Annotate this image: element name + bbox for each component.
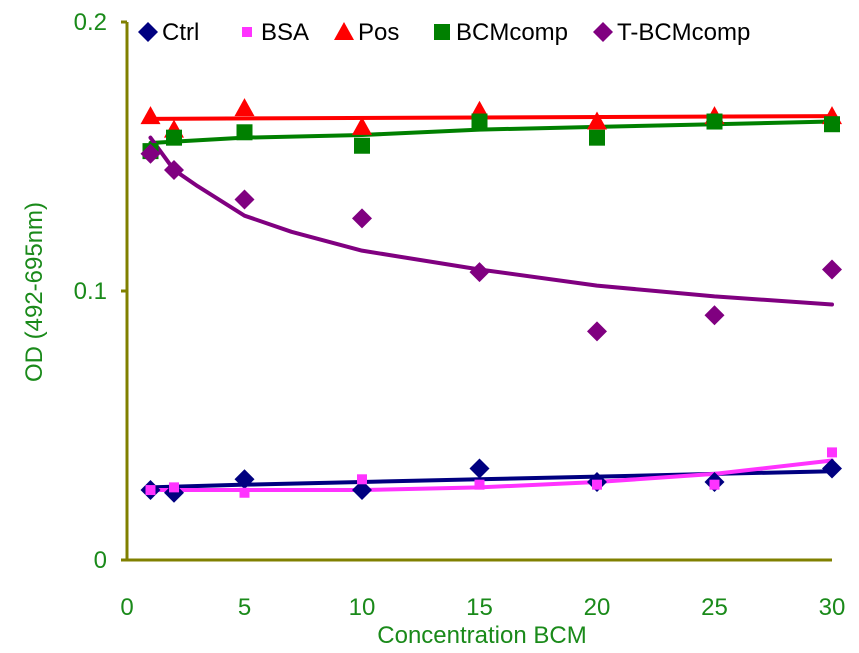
data-point-t-bcmcomp	[164, 159, 184, 180]
data-point-bsa	[827, 447, 837, 458]
data-point-t-bcmcomp	[587, 321, 607, 342]
legend-marker-pos	[334, 22, 354, 40]
legend-label-ctrl: Ctrl	[162, 19, 199, 46]
data-point-ctrl	[469, 458, 490, 479]
data-point-bcmcomp	[471, 113, 488, 130]
x-axis-label: Concentration BCM	[377, 622, 586, 649]
y-axis-label: OD (492-695nm)	[21, 202, 48, 382]
data-point-bsa	[357, 474, 367, 485]
x-tick-label: 20	[584, 594, 611, 621]
tick-labels: 0 0.1 0.2 0 5 10 15 20 25 30	[74, 9, 846, 621]
legend-label-t-bcmcomp: T-BCMcomp	[617, 19, 750, 46]
data-point-t-bcmcomp	[469, 262, 490, 283]
data-point-bsa	[474, 479, 485, 490]
y-tick-label: 0	[94, 547, 107, 574]
x-tick-label: 5	[238, 594, 251, 621]
legend-marker-bcmcomp	[434, 24, 450, 40]
data-point-ctrl	[352, 480, 372, 501]
x-tick-label: 15	[466, 594, 493, 621]
legend-marker-bsa	[242, 27, 252, 37]
data-point-bsa	[592, 479, 602, 490]
data-point-pos	[587, 111, 607, 130]
data-point-ctrl	[234, 469, 255, 490]
data-point-bcmcomp	[706, 113, 723, 130]
x-tick-label: 25	[701, 594, 728, 621]
legend-label-pos: Pos	[358, 19, 399, 46]
data-point-bcmcomp	[589, 129, 605, 146]
data-point-bcmcomp	[354, 137, 370, 154]
trend-lines	[148, 114, 834, 493]
y-tick-label: 0.2	[74, 9, 107, 36]
legend-label-bsa: BSA	[261, 19, 309, 46]
x-tick-label: 0	[120, 594, 133, 621]
trend-line-pos	[148, 114, 834, 121]
trend-line-bcmcomp	[148, 119, 834, 146]
data-point-pos	[352, 116, 372, 135]
legend-marker-t-bcmcomp	[593, 22, 613, 42]
data-point-bsa	[145, 485, 156, 496]
data-point-ctrl	[822, 458, 842, 479]
data-point-bsa	[239, 487, 250, 498]
legend: Ctrl BSA Pos BCMcomp T-BCMcomp	[138, 19, 750, 46]
data-point-bsa	[709, 479, 720, 490]
x-tick-label: 10	[349, 594, 376, 621]
legend-marker-ctrl	[138, 22, 158, 42]
data-point-t-bcmcomp	[352, 208, 372, 229]
data-points	[140, 98, 842, 503]
axes	[121, 20, 832, 562]
legend-label-bcmcomp: BCMcomp	[456, 19, 568, 46]
data-point-t-bcmcomp	[704, 305, 725, 326]
y-tick-label: 0.1	[74, 278, 107, 305]
x-tick-label: 30	[819, 594, 846, 621]
data-point-pos	[234, 98, 255, 117]
trend-line-t-bcmcomp	[148, 135, 834, 307]
data-point-bsa	[169, 482, 179, 493]
data-point-bcmcomp	[824, 116, 840, 133]
data-point-t-bcmcomp	[822, 259, 842, 280]
data-point-t-bcmcomp	[140, 143, 161, 164]
data-point-pos	[140, 106, 161, 125]
data-point-bcmcomp	[166, 129, 182, 146]
data-point-t-bcmcomp	[234, 189, 255, 210]
data-point-bcmcomp	[236, 124, 253, 141]
